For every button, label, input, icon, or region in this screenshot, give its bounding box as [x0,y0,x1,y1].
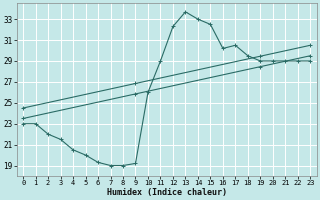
X-axis label: Humidex (Indice chaleur): Humidex (Indice chaleur) [107,188,227,197]
